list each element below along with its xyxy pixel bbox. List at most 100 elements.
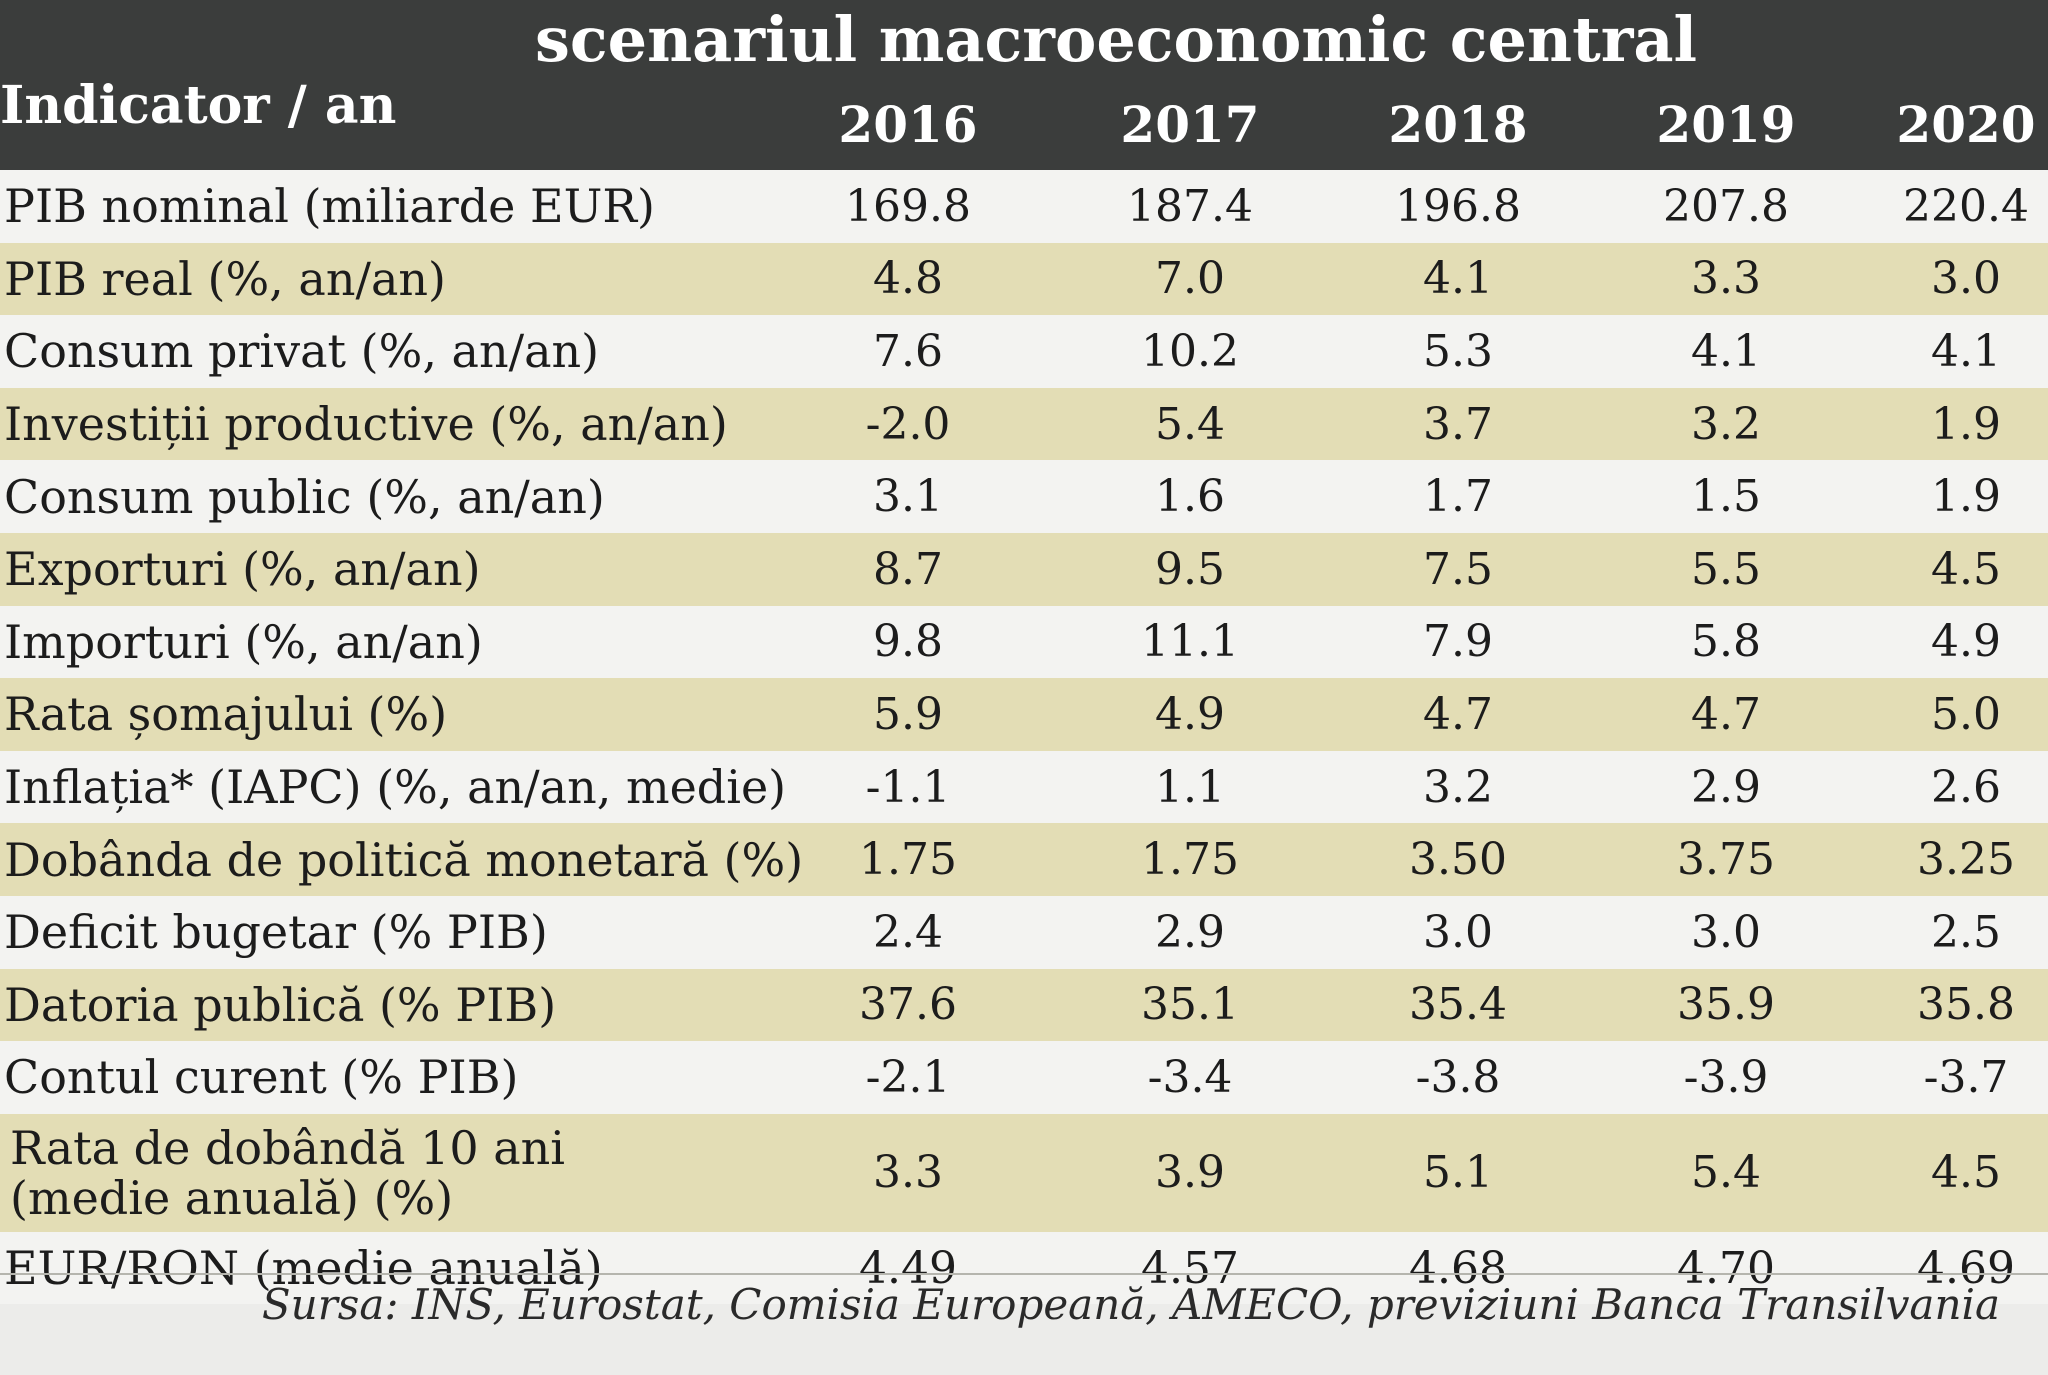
table-row: PIB nominal (miliarde EUR) 169.8 187.4 196.…	[0, 170, 2048, 243]
row-value-2017: 4.9	[1155, 688, 1225, 740]
row-value-2017: 2.9	[1155, 906, 1225, 958]
row-value-2020: 220.4	[1903, 180, 2029, 232]
row-label: Exporturi (%, an/an)	[4, 542, 481, 597]
row-value-2016: 37.6	[859, 979, 957, 1031]
row-value-2016: 8.7	[873, 543, 943, 595]
source-note: Sursa: INS, Eurostat, Comisia Europeană,…	[261, 1280, 2000, 1329]
table-row: Importuri (%, an/an) 9.8 11.1 7.9 5.8 4.9	[0, 605, 2048, 679]
row-value-2020: 4.9	[1931, 616, 2001, 668]
row-value-2018: 35.4	[1409, 979, 1507, 1031]
row-label: Deficit bugetar (% PIB)	[4, 905, 548, 960]
row-value-2016: -2.0	[865, 398, 951, 450]
row-value-2017: 1.6	[1155, 471, 1225, 523]
row-value-2016: 2.4	[873, 906, 943, 958]
row-value-2017: 10.2	[1141, 325, 1239, 377]
table-row: EUR/RON (medie anuală) 4.49 4.57 4.68 4.70 4.…	[0, 1231, 2048, 1305]
row-value-2017: 11.1	[1141, 616, 1239, 668]
table-row: Dobânda de politică monetară (%) 1.75 1.75…	[0, 823, 2048, 896]
table-row: PIB real (%, an/an) 4.8 7.0 4.1 3.3 3.0	[0, 242, 2048, 316]
row-value-2020: 1.9	[1931, 398, 2001, 450]
row-value-2018: 5.1	[1423, 1147, 1493, 1199]
row-value-2019: 5.8	[1691, 616, 1761, 668]
row-value-2019: 5.4	[1691, 1147, 1761, 1199]
row-value-2017: 9.5	[1155, 543, 1225, 595]
footer-divider	[0, 1273, 2048, 1275]
row-label: Inflația* (IAPC) (%, an/an, medie)	[4, 760, 787, 815]
row-label: Rata șomajului (%)	[4, 687, 448, 742]
row-value-2020: 1.9	[1931, 471, 2001, 523]
year-header-2016: 2016	[838, 95, 978, 154]
row-value-2017: 5.4	[1155, 398, 1225, 450]
row-value-2016: 3.1	[873, 471, 943, 523]
row-value-2018: 1.7	[1423, 471, 1493, 523]
row-value-2019: 5.5	[1691, 543, 1761, 595]
row-value-2016: 5.9	[873, 688, 943, 740]
row-value-2020: 4.5	[1931, 543, 2001, 595]
table-row: Inflația* (IAPC) (%, an/an, medie) -1.1 1.…	[0, 750, 2048, 824]
row-label: EUR/RON (medie anuală)	[4, 1241, 603, 1296]
row-value-2019: 4.70	[1677, 1242, 1775, 1294]
table-row: Investiții productive (%, an/an) -2.0 5.4 3…	[0, 387, 2048, 461]
row-value-2017: 187.4	[1127, 180, 1253, 232]
row-value-2019: 1.5	[1691, 471, 1761, 523]
row-value-2019: 2.9	[1691, 761, 1761, 813]
row-value-2020: 3.0	[1931, 253, 2001, 305]
row-value-2020: 5.0	[1931, 688, 2001, 740]
row-value-2018: 5.3	[1423, 325, 1493, 377]
row-value-2018: 4.7	[1423, 688, 1493, 740]
table-row: Rata de dobândă 10 ani (medie anuală) (%…	[0, 1113, 2048, 1232]
row-value-2019: 4.1	[1691, 325, 1761, 377]
table-row: Contul curent (% PIB) -2.1 -3.4 -3.8 -3.9 -3.…	[0, 1041, 2048, 1114]
row-value-2016: -1.1	[865, 761, 951, 813]
row-value-2018: 3.50	[1409, 834, 1507, 886]
row-label: PIB nominal (miliarde EUR)	[4, 179, 655, 234]
row-value-2020: 2.5	[1931, 906, 2001, 958]
row-value-2020: 2.6	[1931, 761, 2001, 813]
row-value-2020: -3.7	[1923, 1051, 2009, 1103]
table-row: Deficit bugetar (% PIB) 2.4 2.9 3.0 3.0 2.5	[0, 896, 2048, 969]
row-label: Consum public (%, an/an)	[4, 469, 605, 524]
row-value-2018: 196.8	[1395, 180, 1521, 232]
table-row: Consum public (%, an/an) 3.1 1.6 1.7 1.5 1.9	[0, 460, 2048, 533]
row-value-2017: 4.57	[1141, 1242, 1239, 1294]
row-value-2018: 3.0	[1423, 906, 1493, 958]
table-title: scenariul macroeconomic central	[535, 3, 1698, 76]
row-value-2016: 169.8	[845, 180, 971, 232]
row-value-2017: 3.9	[1155, 1147, 1225, 1199]
row-value-2016: 3.3	[873, 1147, 943, 1199]
row-label: Contul curent (% PIB)	[4, 1050, 519, 1105]
row-value-2018: 7.9	[1423, 616, 1493, 668]
row-value-2019: 207.8	[1663, 180, 1789, 232]
row-value-2019: 4.7	[1691, 688, 1761, 740]
row-value-2018: 4.68	[1409, 1242, 1507, 1294]
row-label: Consum privat (%, an/an)	[4, 324, 600, 379]
row-value-2016: 9.8	[873, 616, 943, 668]
row-value-2017: 35.1	[1141, 979, 1239, 1031]
row-value-2018: 3.7	[1423, 398, 1493, 450]
row-value-2020: 4.69	[1917, 1242, 2015, 1294]
row-value-2018: -3.8	[1415, 1051, 1501, 1103]
row-value-2020: 4.1	[1931, 325, 2001, 377]
row-label: Datoria publică (% PIB)	[4, 977, 557, 1032]
row-value-2016: 7.6	[873, 325, 943, 377]
row-label: Dobânda de politică monetară (%)	[4, 832, 804, 887]
table-row: Consum privat (%, an/an) 7.6 10.2 5.3 4.1 4.1	[0, 315, 2048, 388]
row-value-2017: 1.1	[1155, 761, 1225, 813]
table-row: Datoria publică (% PIB) 37.6 35.1 35.4 35.9 3…	[0, 968, 2048, 1042]
row-value-2017: 7.0	[1155, 253, 1225, 305]
row-value-2017: -3.4	[1147, 1051, 1233, 1103]
row-value-2016: 1.75	[859, 834, 957, 886]
year-header-2018: 2018	[1388, 95, 1528, 154]
row-value-2018: 3.2	[1423, 761, 1493, 813]
row-value-2018: 7.5	[1423, 543, 1493, 595]
row-value-2018: 4.1	[1423, 253, 1493, 305]
row-value-2019: 3.2	[1691, 398, 1761, 450]
row-value-2019: 35.9	[1677, 979, 1775, 1031]
row-value-2019: 3.3	[1691, 253, 1761, 305]
row-value-2020: 4.5	[1931, 1147, 2001, 1199]
table-row: Exporturi (%, an/an) 8.7 9.5 7.5 5.5 4.5	[0, 533, 2048, 606]
row-label: PIB real (%, an/an)	[4, 251, 446, 306]
row-value-2017: 1.75	[1141, 834, 1239, 886]
year-header-2019: 2019	[1656, 95, 1796, 154]
